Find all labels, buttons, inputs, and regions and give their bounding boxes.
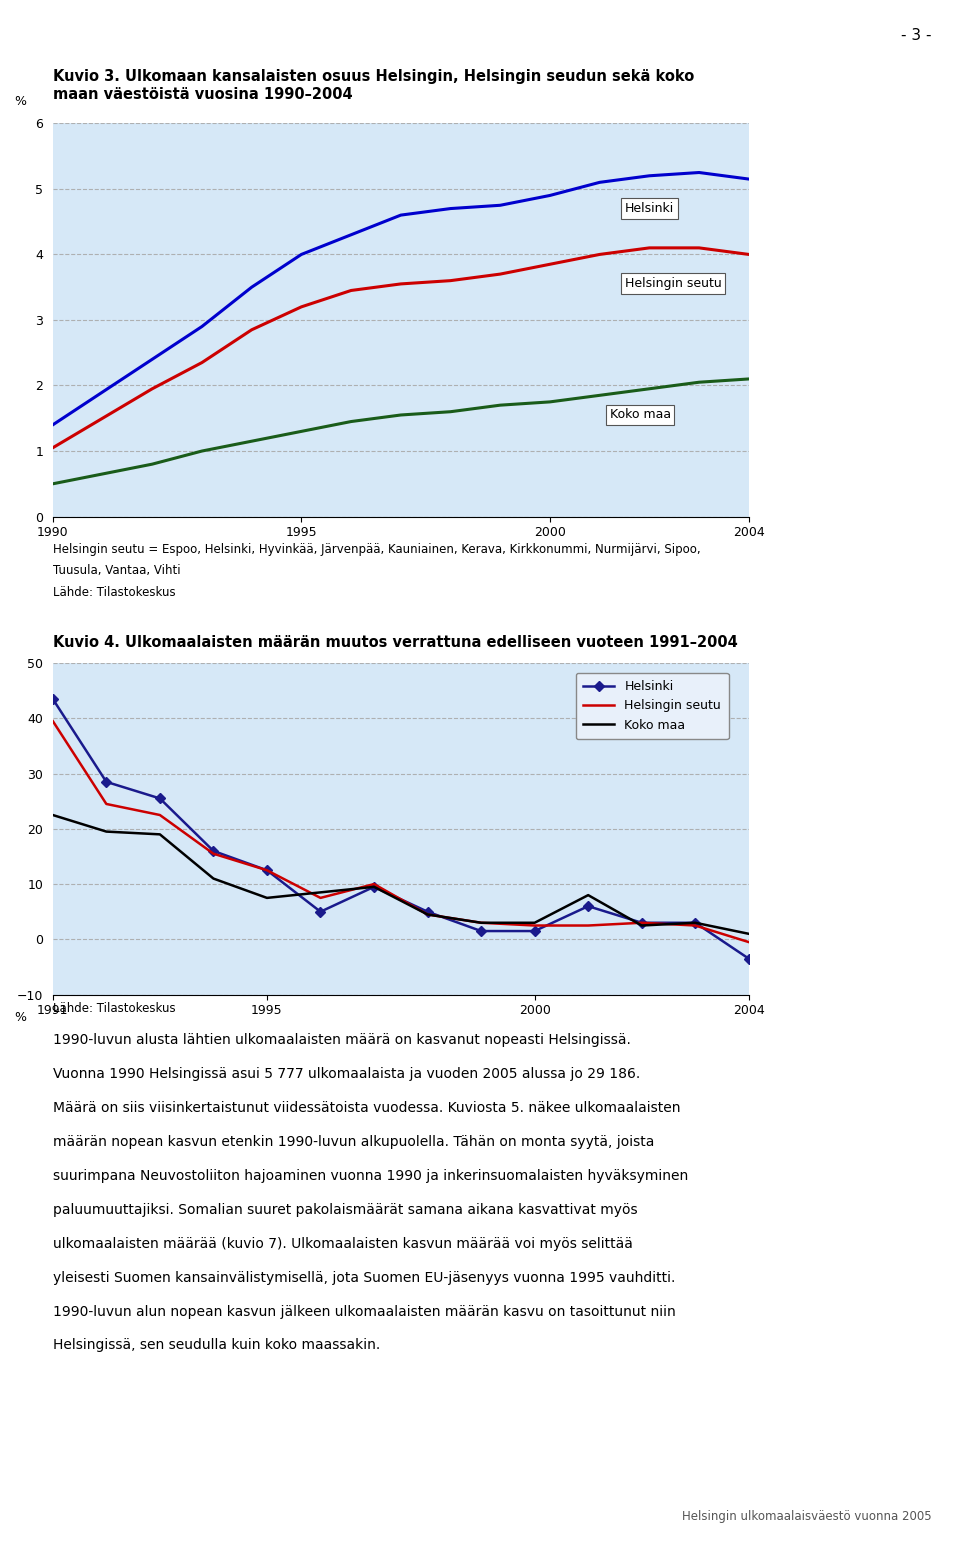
- Text: Tuusula, Vantaa, Vihti: Tuusula, Vantaa, Vihti: [53, 564, 180, 577]
- Text: - 3 -: - 3 -: [900, 28, 931, 43]
- Legend: Helsinki, Helsingin seutu, Koko maa: Helsinki, Helsingin seutu, Koko maa: [576, 672, 729, 739]
- Text: Vuonna 1990 Helsingissä asui 5 777 ulkomaalaista ja vuoden 2005 alussa jo 29 186: Vuonna 1990 Helsingissä asui 5 777 ulkom…: [53, 1067, 640, 1081]
- Text: Helsingin ulkomaalaisväestö vuonna 2005: Helsingin ulkomaalaisväestö vuonna 2005: [682, 1511, 931, 1523]
- Text: Helsingin seutu: Helsingin seutu: [625, 278, 721, 290]
- Text: Lähde: Tilastokeskus: Lähde: Tilastokeskus: [53, 1002, 176, 1015]
- Text: Helsingin seutu = Espoo, Helsinki, Hyvinkää, Järvenpää, Kauniainen, Kerava, Kirk: Helsingin seutu = Espoo, Helsinki, Hyvin…: [53, 543, 701, 555]
- Text: ulkomaalaisten määrää (kuvio 7). Ulkomaalaisten kasvun määrää voi myös selittää: ulkomaalaisten määrää (kuvio 7). Ulkomaa…: [53, 1237, 633, 1251]
- Text: 1990-luvun alusta lähtien ulkomaalaisten määrä on kasvanut nopeasti Helsingissä.: 1990-luvun alusta lähtien ulkomaalaisten…: [53, 1033, 631, 1047]
- Text: paluumuuttajiksi. Somalian suuret pakolaismäärät samana aikana kasvattivat myös: paluumuuttajiksi. Somalian suuret pakola…: [53, 1203, 637, 1217]
- Text: Koko maa: Koko maa: [610, 409, 671, 421]
- Text: %: %: [14, 1012, 27, 1024]
- Text: suurimpana Neuvostoliiton hajoaminen vuonna 1990 ja inkerinsuomalaisten hyväksym: suurimpana Neuvostoliiton hajoaminen vuo…: [53, 1169, 688, 1183]
- Text: Helsinki: Helsinki: [625, 202, 674, 214]
- Text: Helsingissä, sen seudulla kuin koko maassakin.: Helsingissä, sen seudulla kuin koko maas…: [53, 1338, 380, 1352]
- Text: %: %: [14, 94, 27, 108]
- Text: Lähde: Tilastokeskus: Lähde: Tilastokeskus: [53, 586, 176, 598]
- Text: 1990-luvun alun nopean kasvun jälkeen ulkomaalaisten määrän kasvu on tasoittunut: 1990-luvun alun nopean kasvun jälkeen ul…: [53, 1305, 676, 1318]
- Text: Määrä on siis viisinkertaistunut viidessätoista vuodessa. Kuviosta 5. näkee ulko: Määrä on siis viisinkertaistunut viidess…: [53, 1101, 681, 1115]
- Text: Kuvio 3. Ulkomaan kansalaisten osuus Helsingin, Helsingin seudun sekä koko
maan : Kuvio 3. Ulkomaan kansalaisten osuus Hel…: [53, 69, 694, 102]
- Text: määrän nopean kasvun etenkin 1990-luvun alkupuolella. Tähän on monta syytä, jois: määrän nopean kasvun etenkin 1990-luvun …: [53, 1135, 654, 1149]
- Text: Kuvio 4. Ulkomaalaisten määrän muutos verrattuna edelliseen vuoteen 1991–2004: Kuvio 4. Ulkomaalaisten määrän muutos ve…: [53, 635, 737, 651]
- Text: yleisesti Suomen kansainvälistymisellä, jota Suomen EU-jäsenyys vuonna 1995 vauh: yleisesti Suomen kansainvälistymisellä, …: [53, 1271, 675, 1284]
